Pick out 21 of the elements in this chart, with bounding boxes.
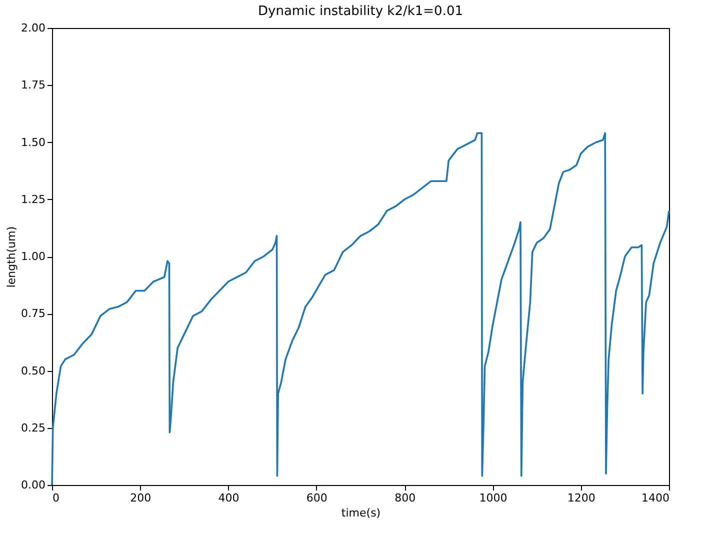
x-tick-label: 0 bbox=[52, 492, 60, 504]
y-tick-label: 1.00 bbox=[21, 250, 46, 263]
x-axis-title: time(s) bbox=[341, 506, 381, 520]
x-tick-label: 1400 bbox=[642, 492, 670, 504]
y-tick-label: 1.75 bbox=[21, 78, 46, 92]
x-tick-label: 200 bbox=[130, 492, 152, 504]
x-tick-label: 400 bbox=[218, 492, 240, 504]
y-tick-label: 0.00 bbox=[21, 478, 46, 492]
y-tick-label: 1.25 bbox=[21, 192, 46, 206]
y-tick-label: 2.00 bbox=[21, 22, 46, 34]
x-tick-label: 600 bbox=[306, 492, 328, 504]
x-tick-label: 800 bbox=[394, 492, 416, 504]
y-tick-label: 1.50 bbox=[21, 136, 46, 149]
line-series bbox=[51, 132, 670, 486]
chart-title: Dynamic instability k2/k1=0.01 bbox=[258, 4, 463, 19]
y-tick-label: 0.25 bbox=[21, 421, 46, 434]
x-tick-label: 1000 bbox=[479, 492, 508, 504]
y-axis-title: length(um) bbox=[5, 226, 18, 288]
y-tick-label: 0.75 bbox=[21, 307, 46, 320]
x-tick-label: 1200 bbox=[567, 492, 596, 504]
y-tick-label: 0.50 bbox=[21, 364, 46, 378]
